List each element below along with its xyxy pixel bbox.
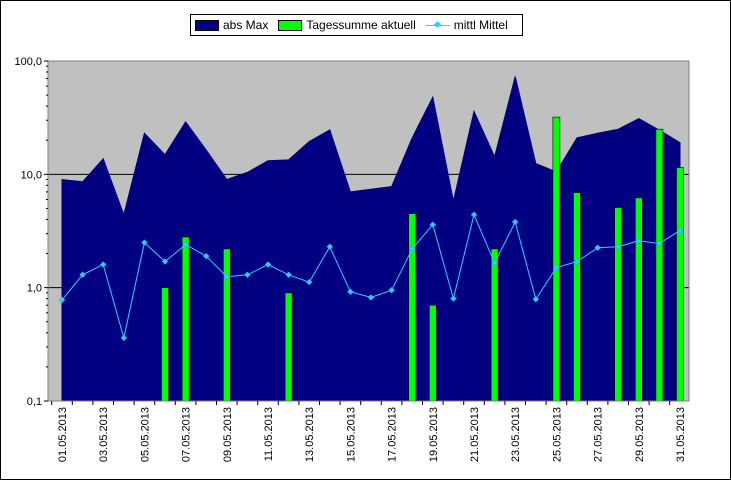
legend: abs Max Tagessumme aktuell mittl Mittel (190, 14, 523, 36)
point-mittl-mittel (408, 245, 416, 253)
point-mittl-mittel (656, 240, 663, 247)
bar-tagessumme (634, 197, 643, 402)
point-mittl-mittel (182, 241, 189, 248)
legend-item-tagessumme: Tagessumme aktuell (278, 18, 416, 32)
point-mittl-mittel (347, 288, 354, 296)
point-mittl-mittel (79, 271, 86, 279)
point-mittl-mittel (635, 237, 643, 244)
point-mittl-mittel (285, 271, 292, 279)
bar-tagessumme (490, 248, 499, 402)
bar-tagessumme (408, 213, 417, 402)
legend-swatch-mittl-mittel (425, 20, 450, 31)
area-series (61, 76, 681, 402)
bar-series (161, 116, 684, 402)
point-mittl-mittel (511, 218, 519, 226)
point-mittl-mittel (470, 211, 478, 219)
legend-label-mittl-mittel: mittl Mittel (453, 18, 508, 32)
bar-tagessumme (223, 248, 231, 402)
y-tick-label: 0,1 (27, 396, 42, 408)
point-mittl-mittel (120, 334, 128, 342)
point-mittl-mittel (532, 295, 540, 303)
x-tick-label: 11.05.2013 (263, 407, 275, 461)
point-mittl-mittel (491, 259, 498, 267)
x-tick-label: 25.05.2013 (551, 407, 563, 462)
bar-tagessumme (181, 236, 190, 402)
point-mittl-mittel (388, 286, 395, 294)
legend-item-abs-max: abs Max (195, 18, 268, 32)
line-series (58, 211, 684, 342)
point-mittl-mittel (367, 294, 375, 301)
x-tick-label: 05.05.2013 (139, 407, 151, 462)
x-tick-label: 03.05.2013 (98, 407, 110, 462)
plot-border (47, 60, 690, 402)
bar-tagessumme (614, 207, 623, 402)
bar-tagessumme (428, 304, 437, 402)
x-tick-labels: 01.05.2013 03.05.2013 05.05.2013 07.05.2013… (57, 407, 687, 462)
point-mittl-mittel (244, 271, 251, 279)
point-mittl-mittel (429, 221, 437, 228)
bar-tagessumme (552, 116, 561, 402)
bar-tagessumme (676, 167, 684, 402)
point-mittl-mittel (202, 252, 210, 260)
x-tick-label: 15.05.2013 (345, 407, 357, 462)
point-mittl-mittel (614, 243, 622, 251)
axes (44, 60, 690, 405)
bar-tagessumme (573, 192, 581, 402)
point-mittl-mittel (676, 227, 684, 234)
area-abs-max (61, 76, 681, 402)
point-mittl-mittel (594, 244, 601, 252)
point-mittl-mittel (450, 295, 457, 303)
legend-label-tagessumme: Tagessumme aktuell (306, 18, 416, 32)
legend-swatch-tagessumme (278, 19, 303, 31)
point-mittl-mittel (553, 264, 560, 272)
x-tick-label: 13.05.2013 (304, 407, 316, 462)
legend-item-mittl-mittel: mittl Mittel (425, 18, 508, 32)
x-tick-label: 23.05.2013 (510, 407, 522, 462)
point-mittl-mittel (58, 296, 66, 304)
bar-tagessumme (284, 292, 293, 402)
x-tick-label: 29.05.2013 (634, 407, 646, 462)
bar-tagessumme (161, 287, 169, 402)
y-tick-label: 100,0 (14, 56, 42, 68)
legend-swatch-abs-max (195, 19, 219, 31)
point-mittl-mittel (223, 273, 231, 281)
x-tick-label: 31.05.2013 (675, 407, 687, 462)
x-tick-label: 17.05.2013 (387, 407, 399, 462)
point-mittl-mittel (573, 258, 581, 265)
y-tick-label: 10,0 (21, 169, 42, 181)
x-tick-label: 01.05.2013 (57, 407, 69, 462)
point-mittl-mittel (264, 261, 272, 268)
point-mittl-mittel (141, 239, 148, 246)
x-tick-label: 07.05.2013 (181, 407, 193, 462)
y-tick-labels: 100,0 10,0 1,0 0,1 (14, 56, 42, 408)
x-tick-label: 19.05.2013 (428, 407, 440, 462)
legend-label-abs-max: abs Max (223, 18, 269, 32)
x-tick-label: 27.05.2013 (593, 407, 605, 462)
point-mittl-mittel (161, 258, 169, 265)
point-mittl-mittel (99, 261, 107, 268)
y-tick-label: 1,0 (27, 283, 42, 295)
point-mittl-mittel (305, 278, 313, 286)
bar-tagessumme (655, 128, 664, 402)
x-tick-label: 09.05.2013 (222, 407, 234, 462)
x-tick-label: 21.05.2013 (469, 407, 481, 462)
point-mittl-mittel (326, 243, 334, 251)
